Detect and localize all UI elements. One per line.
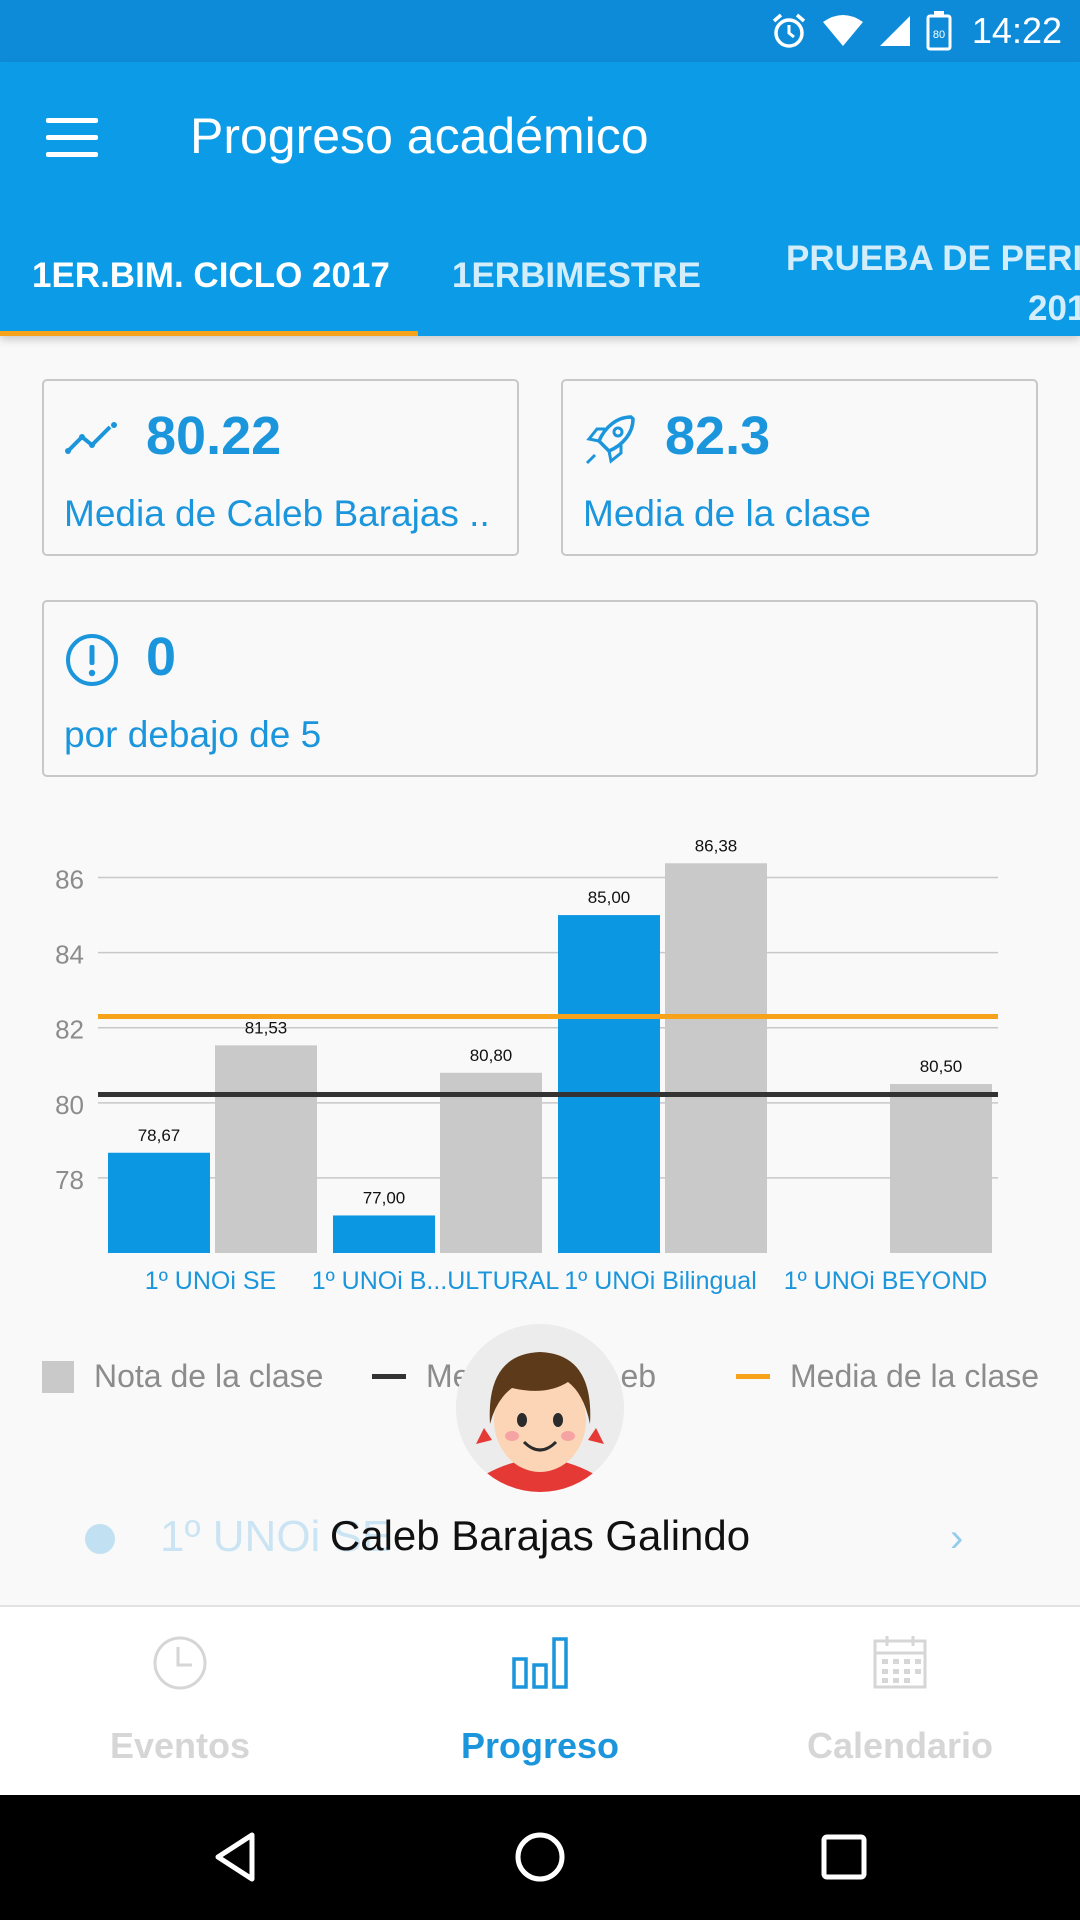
rocket-icon — [585, 415, 635, 465]
bar-value-label: 80,50 — [920, 1057, 963, 1076]
subject-row[interactable]: 1º UNOi SE › — [0, 1490, 1080, 1600]
x-category-label: 1º UNOi B...ULTURAL — [312, 1267, 560, 1295]
bar-value-label: 77,00 — [363, 1188, 406, 1207]
class-average-card[interactable]: 82.3 Media de la clase — [561, 379, 1038, 556]
subject-dot — [85, 1524, 115, 1554]
nav-label: Progreso — [460, 1725, 620, 1766]
class-average-label: Media de la clase — [583, 493, 871, 534]
bar — [440, 1072, 542, 1253]
legend-label-tail: eb — [620, 1358, 657, 1394]
app-bar: Progreso académico 1ER.BIM. CICLO 2017 1… — [0, 62, 1080, 336]
nav-progreso[interactable]: Progreso — [360, 1607, 720, 1797]
trend-line-icon — [65, 422, 117, 454]
battery-icon: 80 — [926, 11, 952, 51]
alarm-icon — [772, 13, 806, 48]
student-average-value: 80.22 — [146, 406, 282, 466]
bottom-navigation: Eventos Progreso Calendario — [0, 1605, 1080, 1797]
class-average-value: 82.3 — [665, 406, 771, 466]
tab-label: PRUEBA DE PERIO 201 — [786, 234, 1080, 334]
back-icon[interactable] — [204, 1825, 268, 1889]
student-avatar[interactable] — [456, 1324, 624, 1492]
student-average-card[interactable]: 80.22 Media de Caleb Barajas .. — [42, 379, 519, 556]
menu-icon-bar — [46, 118, 98, 123]
signal-icon — [879, 16, 910, 46]
status-icons: 80 14:22 — [770, 8, 1062, 54]
tab-label-line1: PRUEBA DE PERIO — [786, 239, 1080, 278]
nav-label: Eventos — [109, 1725, 251, 1766]
bar — [108, 1152, 210, 1253]
bar-value-label: 86,38 — [695, 836, 738, 855]
status-time: 14:22 — [971, 10, 1062, 51]
chart-legend: Nota de la clase Me eb Media de la clase — [0, 1330, 1080, 1430]
subject-name: 1º UNOi SE — [160, 1512, 392, 1561]
page-title: Progreso académico — [190, 108, 649, 164]
student-name[interactable]: Caleb Barajas Galindo — [329, 1512, 751, 1559]
student-average-label: Media de Caleb Barajas .. — [64, 493, 490, 534]
alert-circle-icon — [66, 634, 118, 686]
tab-selected-indicator — [0, 331, 418, 336]
chevron-right-icon: › — [950, 1516, 964, 1560]
tab-prueba-de-periodo[interactable]: PRUEBA DE PERIO 201 — [786, 212, 1080, 336]
tab-1er-bim-ciclo-2017[interactable]: 1ER.BIM. CICLO 2017 — [0, 212, 418, 336]
below-five-label: por debajo de 5 — [64, 714, 322, 755]
nav-eventos[interactable]: Eventos — [0, 1607, 360, 1797]
legend-label: Nota de la clase — [94, 1358, 324, 1394]
legend-item-class-average: Media de la clase — [736, 1358, 1039, 1395]
wifi-icon — [822, 15, 863, 46]
tab-1erbimestre[interactable]: 1ERBIMESTRE — [452, 212, 712, 336]
nav-label: Calendario — [806, 1725, 994, 1766]
bar-value-label: 81,53 — [245, 1018, 288, 1037]
bar-chart-icon — [512, 1637, 568, 1689]
bar — [890, 1084, 992, 1253]
tab-label: 1ER.BIM. CICLO 2017 — [32, 256, 390, 295]
below-five-value: 0 — [146, 627, 177, 687]
y-tick-label: 86 — [55, 865, 84, 895]
girl-avatar-icon — [456, 1324, 624, 1492]
tab-bar: 1ER.BIM. CICLO 2017 1ERBIMESTRE PRUEBA D… — [0, 212, 1080, 336]
y-tick-label: 84 — [55, 940, 84, 970]
tab-label-line2: 201 — [1028, 289, 1080, 328]
grades-bar-chart: 78 80 82 84 86 78,67 81,53 1º UNOi SE 77,00 80,80… — [55, 836, 998, 1295]
y-tick-label: 78 — [55, 1165, 84, 1195]
x-category-label: 1º UNOi Bilingual — [564, 1267, 757, 1295]
y-tick-label: 80 — [55, 1090, 84, 1120]
x-category-label: 1º UNOi SE — [145, 1267, 276, 1295]
x-category-label: 1º UNOi BEYOND — [784, 1267, 988, 1295]
legend-swatch — [372, 1374, 406, 1379]
bar — [558, 915, 660, 1253]
bar-value-label: 78,67 — [138, 1126, 181, 1145]
menu-icon-bar — [46, 135, 98, 140]
legend-item-class-grade: Nota de la clase — [42, 1358, 323, 1395]
legend-label: Media de la clase — [790, 1358, 1040, 1394]
status-bar: 80 14:22 — [0, 0, 1080, 62]
below-five-card[interactable]: 0 por debajo de 5 — [42, 600, 1038, 777]
clock-icon — [153, 1636, 207, 1690]
home-icon[interactable] — [508, 1825, 572, 1889]
tab-label: 1ERBIMESTRE — [452, 256, 701, 295]
y-tick-label: 82 — [55, 1015, 84, 1045]
legend-swatch — [42, 1360, 74, 1393]
menu-icon-bar — [46, 152, 98, 157]
svg-text:80: 80 — [933, 29, 945, 41]
bar-value-label: 85,00 — [588, 888, 631, 907]
legend-swatch — [736, 1374, 770, 1379]
menu-button[interactable] — [46, 118, 98, 158]
recents-icon[interactable] — [812, 1825, 876, 1889]
bar — [333, 1215, 435, 1253]
calendar-icon — [873, 1636, 927, 1689]
bar — [215, 1045, 317, 1253]
bar-value-label: 80,80 — [470, 1046, 513, 1065]
bar — [665, 863, 767, 1253]
system-navigation-bar — [0, 1795, 1080, 1920]
nav-calendario[interactable]: Calendario — [720, 1607, 1080, 1797]
